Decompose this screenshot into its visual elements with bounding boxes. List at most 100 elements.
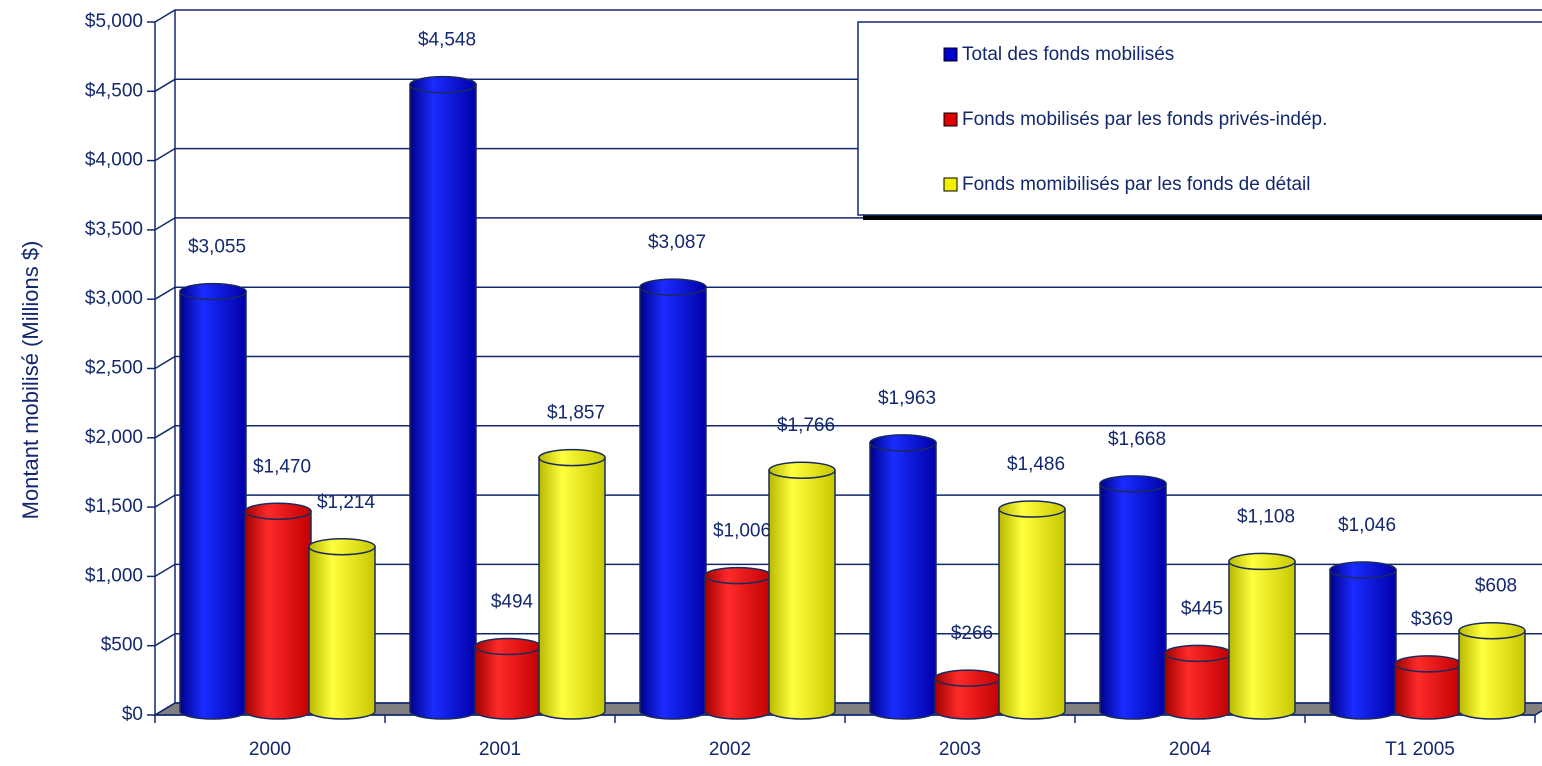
data-label: $1,470 <box>253 456 311 477</box>
legend-label: Fonds momibilisés par les fonds de détai… <box>962 174 1311 195</box>
bar-top <box>869 434 937 452</box>
data-label: $1,857 <box>547 403 605 424</box>
bar-top <box>639 278 707 296</box>
bar-body <box>768 469 836 720</box>
bar <box>1228 552 1296 720</box>
grid-line <box>154 702 1542 716</box>
data-label: $3,087 <box>648 232 706 253</box>
bar <box>934 669 1002 720</box>
bar-top <box>409 75 477 94</box>
bar-body <box>998 508 1066 720</box>
x-tick-label: 2001 <box>479 739 521 760</box>
grid-line <box>154 494 1542 508</box>
bar-body <box>1164 652 1232 720</box>
y-tick-label: $4,500 <box>85 80 143 101</box>
y-tick-label: $2,500 <box>85 358 143 379</box>
bar-top <box>998 500 1066 518</box>
bar-body <box>179 290 247 720</box>
bar <box>179 282 247 720</box>
bar <box>704 566 772 720</box>
bar-top <box>1458 621 1526 640</box>
data-label: $1,214 <box>317 492 376 513</box>
x-tick-label: 2000 <box>249 739 291 760</box>
legend-swatch <box>943 112 958 127</box>
y-tick-label: $5,000 <box>85 11 143 32</box>
grid-line <box>154 563 1542 578</box>
data-label: $1,963 <box>878 388 936 409</box>
grid-line <box>154 355 1542 370</box>
grid-segment <box>154 9 1542 23</box>
bar <box>538 448 606 720</box>
bar-top <box>1228 552 1296 571</box>
bar-top <box>768 461 836 479</box>
bar-body <box>704 574 772 720</box>
y-tick-label: $3,500 <box>85 219 143 240</box>
data-label: $1,108 <box>1237 506 1295 527</box>
grid-segment <box>154 425 1542 439</box>
data-label: $1,046 <box>1338 515 1396 536</box>
data-label: $494 <box>491 592 534 613</box>
grid-line <box>154 286 1542 300</box>
y-tick-label: $3,000 <box>85 288 143 309</box>
bar-body <box>1329 569 1397 720</box>
legend-label: Total des fonds mobilisés <box>962 44 1174 65</box>
y-tick-label: $1,500 <box>85 496 143 517</box>
grid-segment <box>154 355 1542 370</box>
bar-top <box>1164 644 1232 663</box>
y-axis-label: Montant mobilisé (Millions $) <box>18 241 43 520</box>
data-label: $1,766 <box>777 415 835 436</box>
bar <box>1099 475 1167 720</box>
x-tick-label: 2004 <box>1169 739 1212 760</box>
bar-body <box>1099 483 1167 720</box>
bar-top <box>934 669 1002 687</box>
bar-body <box>869 442 937 720</box>
bar-body <box>1458 629 1526 720</box>
data-label: $1,486 <box>1007 454 1065 475</box>
y-tick-label: $2,000 <box>85 427 143 448</box>
data-label: $266 <box>951 623 993 644</box>
y-tick-label: $4,000 <box>85 150 143 171</box>
bar <box>244 502 312 720</box>
bar <box>1164 644 1232 720</box>
legend-swatch <box>943 47 958 62</box>
bar-top <box>538 448 606 467</box>
grid-segment <box>154 632 1542 647</box>
bar-top <box>1099 475 1167 493</box>
bar-body <box>538 456 606 720</box>
bar <box>474 637 542 720</box>
grid-line <box>154 632 1542 647</box>
bar-body <box>474 645 542 720</box>
grid-segment <box>154 702 1542 716</box>
bar-body <box>409 83 477 720</box>
bar-body <box>308 545 376 720</box>
data-label: $608 <box>1475 576 1517 597</box>
bar <box>1394 655 1462 720</box>
legend-label: Fonds mobilisés par les fonds privés-ind… <box>962 109 1327 130</box>
bar-top <box>1329 561 1397 579</box>
bar-top <box>244 502 312 521</box>
y-tick-label: $0 <box>122 704 143 725</box>
grid-segment <box>154 286 1542 300</box>
bar-top <box>1394 655 1462 673</box>
bar <box>998 500 1066 720</box>
y-tick-label: $1,000 <box>85 565 143 586</box>
bar <box>1458 621 1526 720</box>
x-tick-label: 2003 <box>939 739 981 760</box>
bar-body <box>244 510 312 720</box>
bar-top <box>474 637 542 656</box>
data-label: $4,548 <box>418 30 476 51</box>
grid-segment <box>154 563 1542 578</box>
data-label: $1,006 <box>713 521 771 542</box>
bar-body <box>639 286 707 720</box>
bar <box>869 434 937 720</box>
data-label: $1,668 <box>1108 429 1166 450</box>
legend-swatch <box>943 177 958 192</box>
grid-line <box>154 425 1542 439</box>
bar <box>639 278 707 720</box>
grid-segment <box>154 494 1542 508</box>
bar <box>409 75 477 720</box>
bar <box>768 461 836 720</box>
x-tick-label: 2002 <box>709 739 751 760</box>
bar-body <box>1228 560 1296 720</box>
y-tick-label: $500 <box>101 635 143 656</box>
